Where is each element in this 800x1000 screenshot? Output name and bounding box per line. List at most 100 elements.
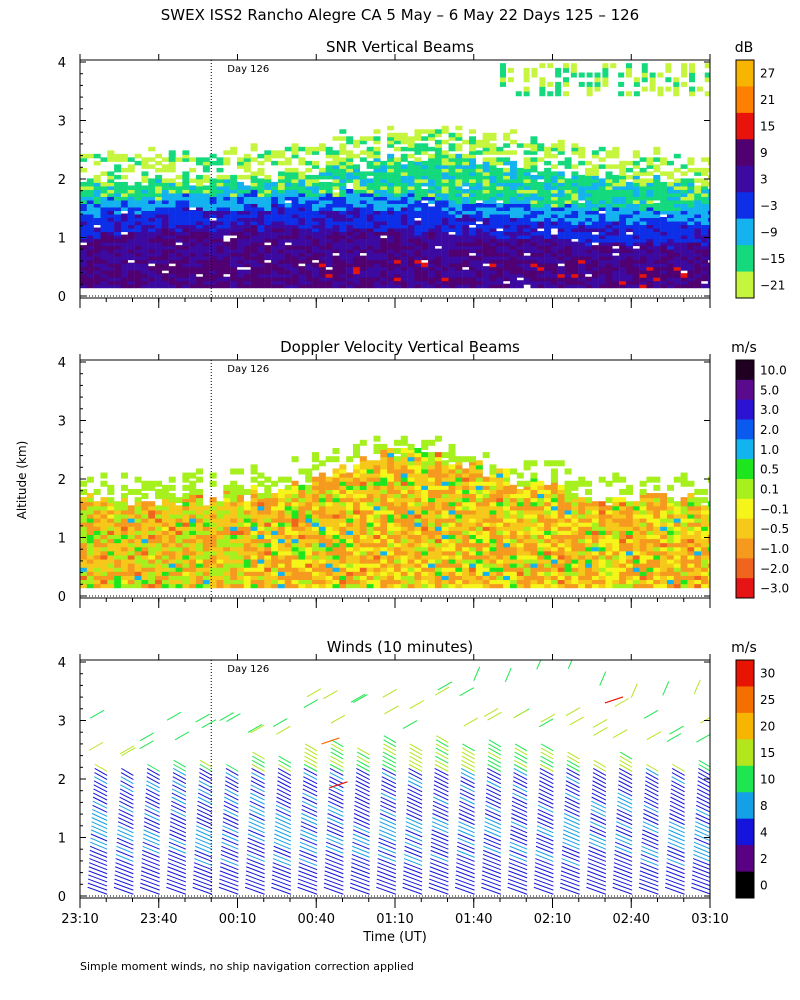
- snr-cell: [325, 181, 333, 187]
- snr-cell: [86, 178, 94, 183]
- doppler-cell: [400, 505, 408, 511]
- snr-cell: [366, 255, 374, 261]
- snr-cell: [230, 178, 238, 183]
- doppler-cell: [441, 538, 449, 544]
- snr-cell: [134, 231, 142, 236]
- snr-cell: [332, 206, 340, 212]
- snr-cell: [585, 188, 593, 194]
- snr-cell: [482, 245, 490, 250]
- snr-cell: [448, 255, 456, 261]
- doppler-cell: [257, 501, 265, 507]
- snr-cell: [277, 238, 285, 243]
- doppler-cell: [298, 542, 306, 548]
- snr-cell: [591, 227, 599, 233]
- snr-cell: [557, 234, 565, 240]
- snr-cell: [277, 273, 285, 278]
- snr-cell: [114, 164, 122, 169]
- snr-cell: [189, 231, 197, 236]
- doppler-cell: [223, 583, 231, 589]
- snr-cell: [503, 188, 511, 194]
- snr-cell: [564, 280, 572, 285]
- doppler-cell: [120, 497, 128, 503]
- snr-cell: [626, 266, 633, 271]
- snr-cell: [421, 181, 429, 187]
- snr-cell: [298, 195, 306, 201]
- doppler-cell: [134, 488, 142, 495]
- snr-cell: [209, 192, 217, 197]
- snr-cell: [339, 150, 347, 155]
- snr-cell: [236, 248, 244, 254]
- snr-cell: [223, 174, 231, 180]
- snr-cell: [475, 171, 483, 176]
- doppler-cell: [209, 533, 217, 540]
- snr-cell: [509, 185, 517, 190]
- doppler-cell: [400, 468, 408, 474]
- snr-cell: [100, 266, 108, 271]
- snr-cell: [325, 210, 333, 215]
- snr-cell: [257, 213, 265, 219]
- doppler-cell: [264, 509, 272, 515]
- doppler-cell: [332, 484, 340, 490]
- snr-cell: [161, 157, 169, 162]
- colorbar-swatch: [736, 271, 754, 299]
- snr-cell: [414, 185, 422, 190]
- snr-cell: [216, 195, 224, 201]
- doppler-cell: [114, 538, 122, 544]
- doppler-cell: [407, 452, 415, 458]
- snr-cell: [673, 234, 681, 240]
- doppler-cell: [414, 574, 422, 581]
- doppler-cell: [148, 525, 156, 531]
- snr-cell: [555, 72, 562, 78]
- doppler-cell: [134, 497, 142, 503]
- snr-cell: [318, 185, 326, 190]
- snr-cell: [114, 269, 122, 275]
- doppler-cell: [80, 501, 87, 507]
- doppler-cell: [305, 562, 313, 568]
- snr-cell: [598, 220, 606, 226]
- doppler-cell: [312, 517, 320, 523]
- doppler-cell: [359, 480, 367, 486]
- doppler-cell: [189, 554, 197, 560]
- doppler-cell: [271, 501, 279, 507]
- doppler-cell: [305, 513, 313, 519]
- snr-cell: [496, 167, 504, 173]
- doppler-cell: [120, 583, 128, 589]
- doppler-cell: [305, 468, 313, 475]
- snr-cell: [701, 252, 709, 257]
- snr-cell: [305, 273, 313, 278]
- snr-cell: [86, 224, 94, 229]
- doppler-cell: [359, 513, 367, 519]
- snr-cell: [80, 259, 87, 264]
- snr-cell: [264, 280, 272, 285]
- snr-cell: [523, 245, 531, 250]
- doppler-cell: [250, 521, 258, 527]
- snr-cell: [639, 273, 647, 278]
- snr-cell: [407, 283, 415, 289]
- snr-cell: [277, 259, 285, 264]
- snr-cell: [353, 206, 360, 212]
- doppler-cell: [257, 472, 265, 479]
- snr-cell: [665, 86, 672, 92]
- snr-cell: [570, 72, 577, 78]
- doppler-cell: [80, 583, 87, 589]
- doppler-cell: [353, 497, 360, 503]
- doppler-cell: [434, 558, 442, 564]
- doppler-cell: [250, 488, 258, 495]
- snr-cell: [230, 150, 238, 155]
- snr-cell: [475, 210, 483, 215]
- doppler-cell: [271, 517, 279, 523]
- doppler-cell: [250, 570, 258, 576]
- snr-cell: [393, 245, 401, 250]
- doppler-cell: [380, 501, 388, 507]
- snr-cell: [325, 238, 333, 243]
- snr-cell: [318, 167, 326, 173]
- snr-cell: [626, 206, 633, 212]
- snr-cell: [475, 241, 483, 247]
- doppler-cell: [257, 505, 265, 511]
- snr-cell: [202, 213, 210, 219]
- snr-cell: [393, 269, 401, 275]
- snr-cell: [346, 195, 354, 201]
- doppler-cell: [120, 529, 128, 535]
- doppler-cell: [202, 562, 210, 568]
- snr-cell: [641, 77, 648, 83]
